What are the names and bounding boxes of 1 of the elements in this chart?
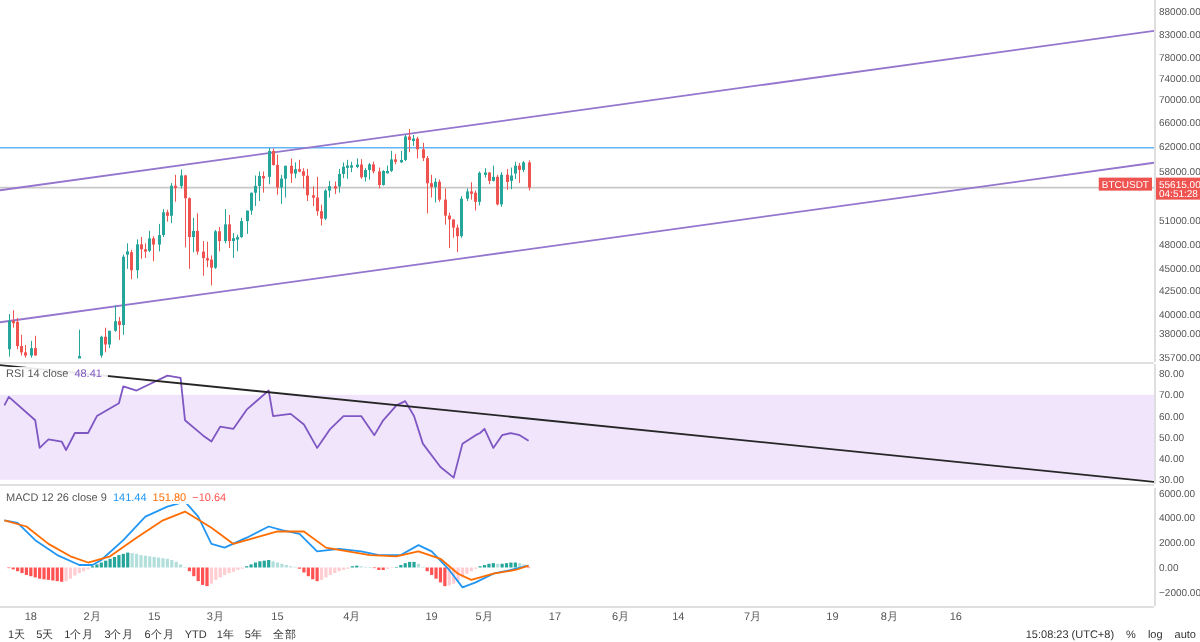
line-series bbox=[3, 374, 530, 479]
